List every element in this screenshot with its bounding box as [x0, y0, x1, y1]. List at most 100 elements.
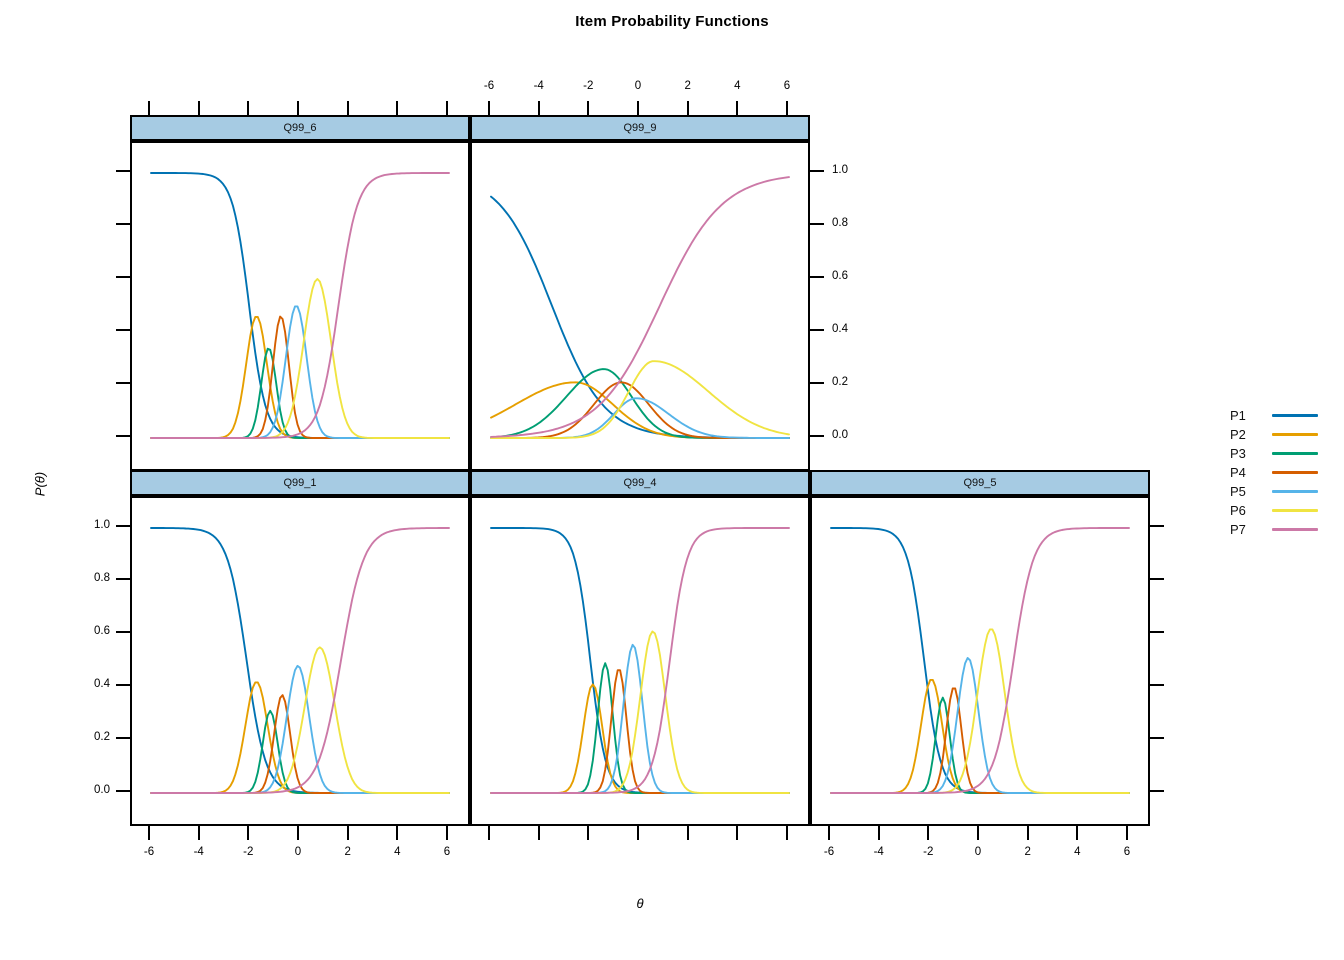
x-tick-label-top: 0: [634, 80, 642, 92]
x-tick-bottom: [537, 826, 540, 840]
curve-P3-Q99_9: [490, 368, 790, 439]
curve-P5-Q99_4: [490, 643, 790, 794]
chart-title: Item Probability Functions: [575, 13, 769, 30]
panel-Q99_9: [470, 141, 810, 471]
x-tick-bottom: [877, 826, 880, 840]
y-axis-label: P(θ): [32, 471, 48, 497]
panel-Q99_4: [470, 496, 810, 826]
panel-Q99_5: [810, 496, 1150, 826]
x-tick-top: [297, 101, 299, 115]
x-tick-top: [488, 101, 490, 115]
x-tick-bottom: [977, 826, 979, 840]
y-tick-left: [116, 525, 130, 527]
x-tick-label-bottom: -6: [823, 846, 835, 858]
x-tick-bottom: [446, 826, 448, 840]
curve-P1-Q99_4: [490, 527, 790, 794]
y-tick-left: [116, 223, 130, 225]
legend-label-P3: P3: [1230, 446, 1246, 461]
x-tick-bottom: [736, 826, 739, 840]
x-tick-top: [786, 101, 788, 115]
y-tick-left: [116, 170, 130, 172]
panel-Q99_6: [130, 141, 470, 471]
y-tick-right: [1150, 790, 1164, 792]
x-tick-label-bottom: 6: [1123, 846, 1131, 858]
x-tick-top: [637, 101, 639, 115]
x-tick-top: [736, 101, 739, 115]
y-tick-label-right: 0.4: [832, 323, 848, 335]
panel-curves-Q99_6: [150, 172, 450, 439]
legend-label-P2: P2: [1230, 427, 1246, 442]
panel-strip-label: Q99_1: [283, 477, 317, 489]
panel-strip-label: Q99_4: [623, 477, 657, 489]
legend-entry-P6: P6: [1230, 501, 1318, 520]
x-tick-label-top: -2: [583, 80, 594, 92]
y-tick-label-left: 1.0: [94, 519, 110, 531]
curve-P3-Q99_5: [830, 696, 1130, 794]
y-tick-right: [1150, 684, 1164, 686]
x-tick-label-bottom: 2: [344, 846, 351, 858]
curve-P1-Q99_5: [830, 527, 1130, 794]
x-tick-top: [197, 101, 200, 115]
panel-strip-label: Q99_5: [963, 477, 997, 489]
curve-P6-Q99_6: [150, 278, 450, 439]
curve-P6-Q99_9: [490, 360, 790, 439]
y-tick-right: [810, 382, 824, 384]
panel-curves-Q99_5: [830, 527, 1130, 794]
y-tick-label-left: 0.6: [94, 625, 110, 637]
y-tick-label-right: 0.6: [832, 270, 848, 282]
y-tick-right: [810, 170, 824, 172]
y-tick-right: [810, 329, 824, 331]
x-tick-bottom: [1026, 826, 1029, 840]
x-tick-label-bottom: 4: [394, 846, 401, 858]
curve-P4-Q99_1: [150, 694, 450, 794]
x-axis-label: θ: [636, 896, 644, 911]
y-tick-left: [116, 382, 130, 384]
curve-P7-Q99_1: [150, 527, 450, 794]
curve-P7-Q99_6: [150, 172, 450, 439]
y-tick-left: [116, 578, 130, 580]
y-tick-left: [116, 329, 130, 331]
curve-P4-Q99_5: [830, 687, 1130, 794]
x-tick-label-bottom: 0: [974, 846, 982, 858]
y-tick-label-right: 0.0: [832, 429, 848, 441]
legend-label-P5: P5: [1230, 484, 1246, 499]
x-tick-top: [346, 101, 349, 115]
legend-line-swatch-P4: [1272, 471, 1318, 474]
curve-P2-Q99_6: [150, 316, 450, 439]
y-tick-right: [1150, 578, 1164, 580]
curve-P6-Q99_4: [490, 630, 790, 794]
panel-curves-Q99_1: [150, 527, 450, 794]
panel-curves-Q99_9: [490, 176, 790, 439]
legend-line-swatch-P7: [1272, 528, 1318, 531]
curve-P1-Q99_6: [150, 172, 450, 439]
x-tick-label-bottom: -2: [243, 846, 254, 858]
y-tick-left: [116, 790, 130, 792]
legend-line-swatch-P2: [1272, 433, 1318, 436]
y-tick-right: [810, 435, 824, 437]
y-tick-left: [116, 435, 130, 437]
x-tick-label-top: 6: [783, 80, 791, 92]
curve-P1-Q99_9: [490, 195, 790, 439]
legend-entry-P3: P3: [1230, 444, 1318, 463]
y-tick-label-left: 0.4: [94, 678, 110, 690]
x-tick-bottom: [148, 826, 150, 840]
x-tick-bottom: [927, 826, 930, 840]
y-tick-label-left: 0.0: [94, 784, 110, 796]
x-tick-top: [686, 101, 689, 115]
x-tick-label-top: 4: [734, 80, 741, 92]
legend-entry-P4: P4: [1230, 463, 1318, 482]
x-tick-bottom: [828, 826, 830, 840]
x-tick-bottom: [297, 826, 299, 840]
y-tick-label-left: 0.2: [94, 731, 110, 743]
curve-P2-Q99_5: [830, 678, 1130, 794]
x-tick-bottom: [1126, 826, 1128, 840]
x-tick-bottom: [247, 826, 250, 840]
curve-P7-Q99_4: [490, 527, 790, 794]
y-tick-left: [116, 276, 130, 278]
x-tick-label-bottom: -6: [143, 846, 155, 858]
x-tick-top: [247, 101, 250, 115]
x-tick-bottom: [587, 826, 590, 840]
legend: P1 P2 P3 P4 P5 P6 P7: [1230, 406, 1318, 539]
x-tick-label-bottom: -2: [923, 846, 934, 858]
x-tick-top: [396, 101, 399, 115]
